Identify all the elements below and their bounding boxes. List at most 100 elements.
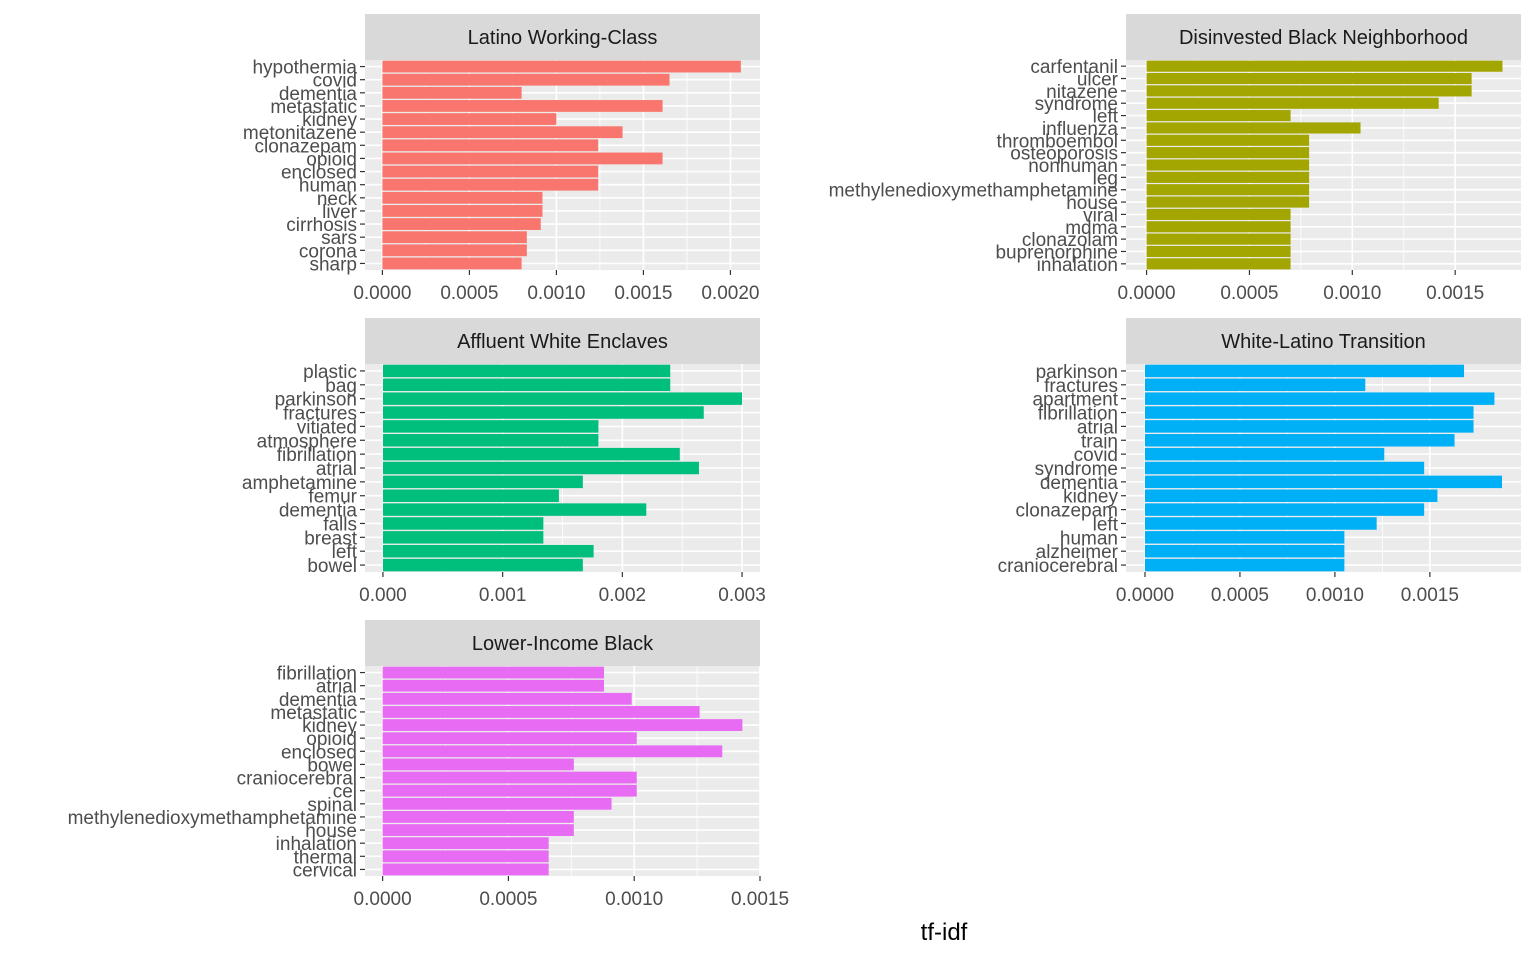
bar-syndrome [1144,461,1425,475]
y-tick-label: human [1060,528,1118,549]
bar-alzheimer [1144,544,1345,558]
bar-clonazepam [1144,503,1425,516]
bar-enclosed [382,745,723,758]
bar-methylenedioxymethamphetamine [1146,184,1310,196]
y-tick-label: thromboembol [997,131,1118,152]
bar-influenza [1146,122,1361,134]
bar-atrial [1144,420,1474,433]
y-tick-label: sars [321,228,357,249]
y-tick-label: train [1081,431,1118,452]
bar-syndrome [1146,97,1439,109]
y-tick-label: enclosed [281,742,357,763]
bar-carfentanil [1146,60,1503,72]
bar-dementia [1144,475,1503,489]
y-tick-label: parkinson [1036,362,1118,383]
y-tick-label: parkinson [275,390,357,411]
x-tick-label: 0.0020 [701,283,759,304]
y-tick-label: craniocerebral [237,769,357,790]
y-tick-label: atrial [316,459,357,480]
x-tick-label: 0.002 [599,585,647,606]
bar-sars [382,231,527,244]
y-tick-label: amphetamine [242,473,357,494]
y-tick-label: ulcer [1077,70,1119,91]
bar-breast [382,531,544,544]
bar-left [382,544,594,558]
y-tick-label: nonhuman [1028,156,1118,177]
y-tick-label: vitiated [297,417,357,438]
bar-sharp [382,257,522,270]
y-tick-label: atmosphere [257,431,357,452]
facet-title: White-Latino Transition [1221,331,1426,353]
bar-osteoporosis [1146,147,1310,159]
bar-train [1144,434,1455,447]
y-tick-label: left [1093,107,1119,128]
bar-viral [1146,208,1291,220]
bar-covid [1144,447,1385,461]
y-tick-label: house [1066,193,1118,214]
bar-neck [382,191,543,204]
y-tick-label: metastatic [270,703,357,724]
bar-atrial [382,679,605,692]
bar-kidney [1144,489,1438,502]
y-tick-label: syndrome [1035,94,1118,115]
x-tick-label: 0.0005 [479,889,537,910]
bar-buprenorphine [1146,245,1291,258]
y-tick-label: house [305,821,357,842]
y-tick-label: spinal [307,795,357,816]
x-tick-label: 0.0005 [440,283,498,304]
y-tick-label: liver [322,202,358,223]
y-tick-label: femur [308,487,357,508]
bar-falls [382,517,544,530]
bar-fibrillation [382,666,605,679]
bar-apartment [1144,392,1495,405]
x-tick-label: 0.0000 [1116,585,1174,606]
x-tick-label: 0.0015 [731,889,789,910]
bar-nonhuman [1146,159,1310,171]
bar-clonazepam [382,139,599,152]
bar-leg [1146,171,1310,183]
panel-5: Lower-Income Black fibrillationatrialdeme… [68,620,789,910]
y-tick-label: leg [1093,168,1118,189]
y-tick-label: kidney [1063,487,1118,508]
bar-left [1144,517,1377,530]
x-tick-label: 0.0010 [527,283,585,304]
y-tick-label: opioid [306,149,357,170]
x-tick-label: 0.0005 [1211,585,1269,606]
y-tick-label: covid [313,71,357,92]
bar-dementia [382,692,632,705]
facet-strip [1126,318,1521,364]
y-tick-label: left [1093,514,1119,535]
y-tick-label: apartment [1032,390,1118,411]
bar-human [1144,531,1345,544]
y-tick-label: influenza [1042,119,1118,140]
facet-title: Latino Working-Class [468,27,658,49]
x-tick-label: 0.0015 [1401,585,1459,606]
y-tick-label: osteoporosis [1010,144,1118,165]
bar-liver [382,205,543,217]
y-tick-label: dementia [279,690,358,711]
y-tick-label: cel [333,782,357,803]
x-tick-label: 0.0010 [605,889,663,910]
bar-ulcer [1146,72,1472,85]
bar-bowel [382,758,574,771]
y-tick-label: mdma [1065,218,1118,239]
y-tick-label: inhalation [1037,255,1118,276]
y-tick-label: carfentanil [1030,57,1118,78]
y-tick-label: kidney [302,716,357,737]
bar-metastatic [382,706,700,718]
bar-dementia [382,503,647,516]
bar-plastic [382,364,671,378]
bar-metastatic [382,100,663,112]
facet-title: Disinvested Black Neighborhood [1179,27,1468,49]
bar-opioid [382,732,637,745]
bar-parkinson [1144,364,1465,378]
y-tick-label: viral [1083,205,1118,226]
y-tick-label: thermal [294,847,357,868]
bar-kidney [382,719,743,731]
bar-femur [382,489,559,502]
bar-atmosphere [382,434,599,447]
bar-fibrillation [1144,406,1474,419]
bar-house [382,824,574,836]
y-tick-label: plastic [303,362,357,383]
x-tick-label: 0.000 [359,585,407,606]
